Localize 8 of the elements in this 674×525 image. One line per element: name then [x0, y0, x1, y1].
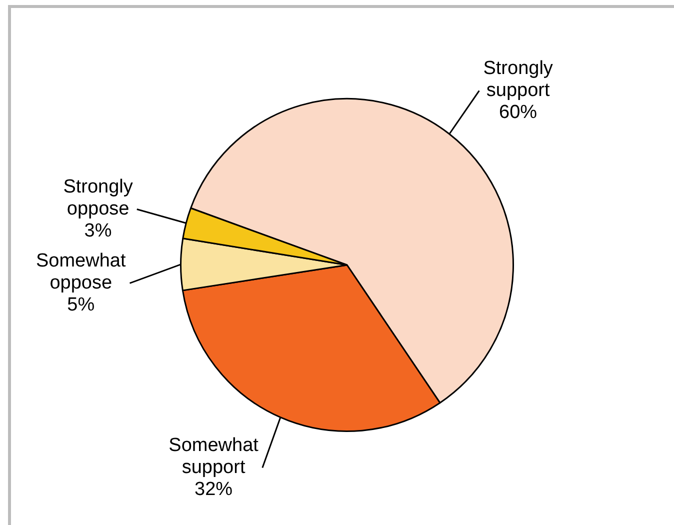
slice-label: Strongly oppose [63, 176, 134, 220]
data-label: 32% [194, 478, 233, 500]
slice-label: Somewhat support [168, 434, 260, 478]
slice-label: Strongly support [483, 58, 554, 101]
data-label: 3% [84, 220, 112, 242]
data-label: 5% [67, 294, 95, 316]
slice-label: Somewhat oppose [36, 250, 126, 294]
data-label: 60% [499, 102, 538, 123]
